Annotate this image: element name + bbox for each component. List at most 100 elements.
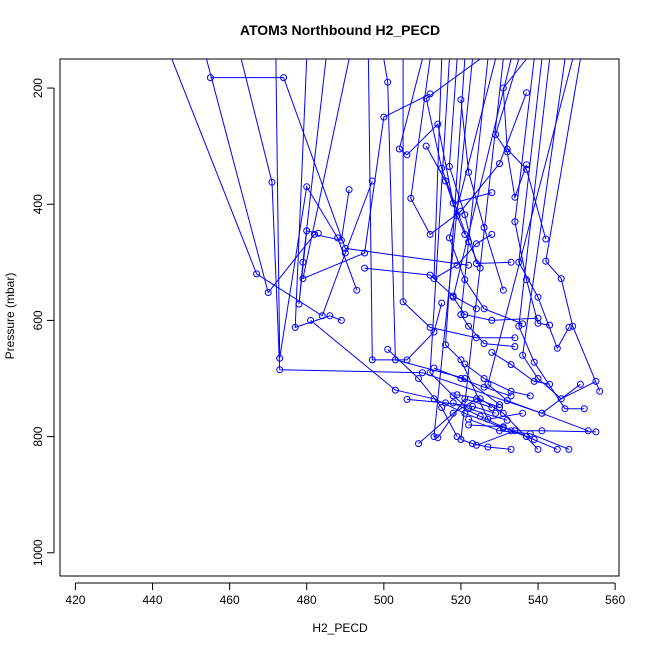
data-point: [453, 261, 461, 269]
x-tick-label: 540: [528, 593, 548, 607]
data-point: [430, 433, 438, 441]
data-point: [430, 275, 438, 283]
data-point: [465, 322, 473, 330]
data-point: [368, 356, 376, 364]
data-point: [515, 322, 523, 330]
data-point: [472, 240, 480, 248]
data-point: [496, 401, 503, 409]
data-point: [345, 186, 353, 194]
data-point: [519, 409, 527, 417]
data-point: [569, 322, 577, 330]
data-point: [334, 234, 342, 242]
data-point: [380, 113, 388, 121]
series-line: [460, 59, 512, 450]
data-point: [492, 131, 500, 138]
data-point: [538, 427, 546, 435]
data-point: [457, 375, 465, 382]
data-point: [480, 383, 488, 391]
data-point: [449, 292, 457, 300]
data-point: [438, 299, 446, 307]
data-point: [457, 311, 465, 319]
data-point: [426, 271, 434, 279]
data-point: [361, 264, 369, 272]
data-point: [314, 229, 322, 237]
series-line: [294, 59, 342, 329]
data-point: [445, 163, 453, 170]
data-point: [303, 227, 311, 235]
data-point: [368, 177, 376, 185]
series-line: [464, 363, 531, 397]
data-point: [461, 311, 469, 319]
data-point: [530, 358, 538, 366]
data-point: [384, 78, 392, 86]
data-point: [395, 145, 403, 153]
series-line: [425, 145, 466, 235]
data-point: [430, 328, 438, 336]
series-line: [514, 59, 550, 326]
series-line: [298, 59, 327, 305]
series-line: [491, 351, 550, 385]
series-line: [448, 59, 512, 265]
x-axis: 420 440 460 480 500 520 540 560: [65, 582, 625, 607]
data-point: [476, 395, 484, 403]
data-point: [422, 95, 430, 102]
data-point: [596, 387, 604, 395]
data-point: [499, 84, 507, 92]
series-line: [452, 59, 539, 321]
data-point: [499, 286, 507, 294]
data-point: [469, 402, 476, 410]
data-point: [399, 298, 407, 306]
data-point: [457, 96, 465, 104]
data-point: [438, 404, 446, 411]
data-point: [453, 433, 461, 441]
data-point: [461, 230, 469, 238]
data-point: [264, 289, 272, 296]
series-line: [468, 418, 570, 450]
series-line: [364, 267, 477, 310]
data-point: [310, 230, 318, 238]
data-point: [418, 369, 426, 377]
data-point: [326, 312, 334, 320]
series-line: [429, 59, 508, 421]
series-line: [367, 59, 443, 361]
data-point: [457, 356, 465, 364]
x-tick-label: 560: [605, 593, 625, 607]
y-tick-label: 1000: [31, 539, 45, 566]
x-axis-label: H2_PECD: [312, 621, 368, 635]
data-point: [465, 421, 473, 429]
data-point: [553, 445, 561, 453]
series-line: [452, 402, 535, 440]
data-point: [480, 224, 488, 231]
y-tick-label: 600: [31, 310, 45, 330]
data-point: [449, 392, 457, 400]
data-point: [403, 151, 411, 159]
data-point: [415, 375, 422, 382]
series-line: [171, 59, 373, 317]
data-point: [519, 351, 527, 359]
series-line: [545, 59, 601, 392]
data-point: [307, 316, 315, 324]
data-point: [299, 275, 307, 283]
data-point: [453, 212, 461, 220]
series-line: [402, 59, 515, 339]
data-point: [426, 369, 434, 377]
data-point: [507, 361, 515, 369]
data-point: [519, 320, 527, 328]
data-point: [422, 142, 430, 150]
series-line: [206, 59, 350, 294]
data-point: [557, 395, 565, 403]
series-line: [240, 59, 581, 414]
data-point: [480, 340, 488, 348]
series-line: [433, 59, 493, 280]
data-point: [461, 360, 469, 368]
series-line: [495, 59, 527, 200]
data-point: [503, 397, 511, 405]
data-point: [442, 177, 449, 185]
data-point: [430, 364, 438, 372]
series-line: [448, 59, 523, 325]
data-point: [449, 399, 457, 407]
data-point: [561, 405, 569, 413]
data-point: [442, 341, 449, 349]
data-point: [484, 443, 492, 451]
